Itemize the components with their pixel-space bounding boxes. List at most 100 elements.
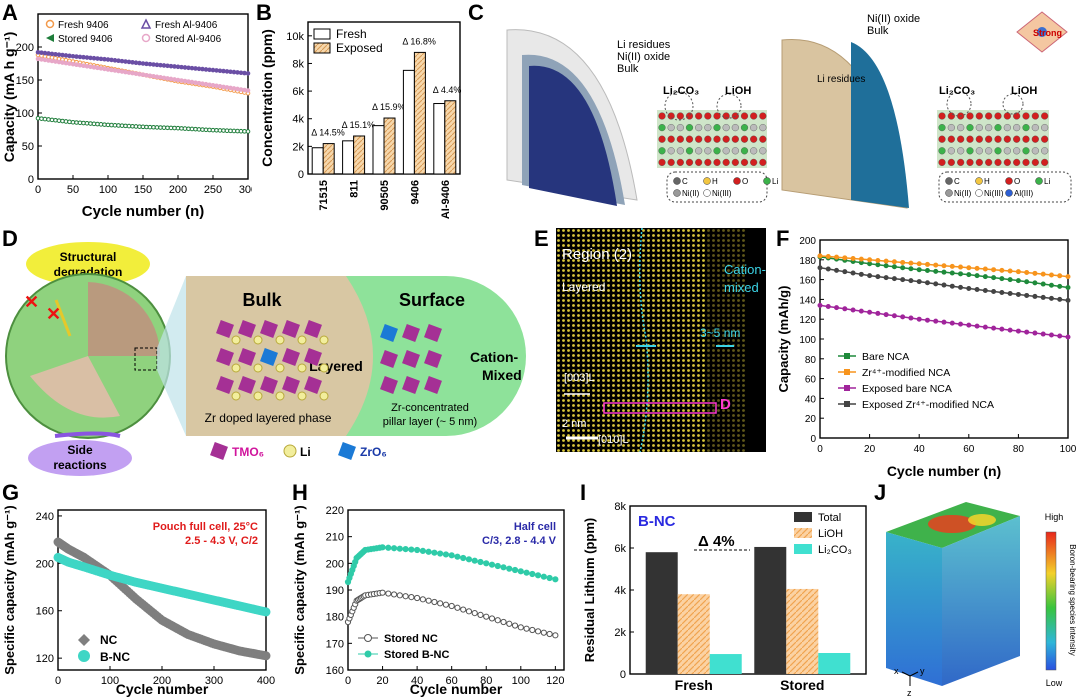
data-point: [900, 259, 906, 265]
lattice-atom: [966, 158, 974, 167]
strong-label: Strong: [1033, 28, 1062, 38]
data-point: [147, 73, 153, 79]
bar-exposed: [413, 51, 426, 175]
data-point: [390, 545, 398, 552]
y-tick-label: 0: [298, 169, 304, 181]
data-point: [140, 72, 146, 78]
lattice-atom: [966, 123, 974, 132]
delta-annotation: Δ 15.1%: [342, 120, 376, 130]
lattice-atom: [759, 135, 767, 143]
cross-icon: ✕: [46, 304, 61, 324]
data-point: [483, 560, 490, 567]
lattice-atom: [957, 147, 965, 155]
y-tick-label: 100: [16, 108, 34, 120]
data-point: [448, 602, 455, 610]
data-point: [454, 553, 461, 560]
lattice-atom: [985, 123, 993, 132]
y-tick-label: 200: [799, 236, 816, 247]
data-point: [999, 276, 1005, 282]
data-point: [74, 62, 79, 67]
data-point: [552, 576, 559, 583]
legend-marker: [45, 19, 55, 29]
legend-swatch: [794, 512, 812, 522]
data-point: [67, 61, 72, 66]
bar-exposed: [322, 143, 335, 175]
axis-z-label: z: [907, 688, 912, 698]
data-point: [144, 72, 149, 78]
exposed-particle-illustration: [781, 38, 909, 209]
legend: Total LiOH Li₂CO₃: [794, 512, 852, 556]
data-point: [982, 324, 988, 330]
series: [817, 253, 1071, 340]
lattice-atom: [695, 158, 703, 167]
x-tick-label: Fresh: [675, 677, 713, 693]
data-point: [1048, 272, 1054, 278]
data-point: [1057, 333, 1063, 339]
data-point: [1007, 268, 1013, 274]
data-point: [540, 629, 547, 636]
data-point: [454, 604, 461, 611]
legend: Fresh 9406 Fresh Al-9406 Stored 9406 Sto…: [45, 18, 222, 45]
y-tick-label: 20: [805, 414, 817, 425]
data-point: [817, 302, 823, 308]
strong-bond-inset: [1016, 11, 1068, 53]
data-point: [958, 284, 964, 290]
data-point: [982, 287, 988, 293]
annotation-voltage: C/3, 2.8 - 4.4 V: [482, 535, 557, 547]
data-point: [958, 271, 964, 277]
li-atom: [319, 363, 329, 373]
lattice-atom: [966, 112, 974, 120]
legend-marker: [140, 18, 152, 29]
lattice-atom: [1022, 158, 1030, 167]
data-point: [494, 617, 501, 624]
lattice-atom: [1041, 112, 1049, 120]
data-point: [883, 312, 889, 318]
y-tick-label: 4k: [614, 585, 626, 597]
data-point: [130, 70, 135, 76]
atom-legend-dot: [975, 189, 983, 197]
y-tick-label: 190: [326, 585, 344, 597]
panel-label-a: A: [2, 0, 18, 25]
lattice-atom: [731, 123, 739, 132]
data-point: [238, 87, 244, 92]
data-point: [974, 265, 980, 271]
lattice-atom: [695, 147, 703, 155]
data-point: [875, 262, 881, 268]
data-point: [442, 551, 450, 558]
y-tick-label: 150: [16, 75, 34, 87]
lattice-atom: [947, 147, 955, 155]
octahedron: [216, 320, 234, 338]
x-tick-label: 400: [257, 675, 275, 687]
data-point: [175, 77, 181, 83]
data-point: [402, 546, 409, 553]
atom-legend-dot: [673, 189, 681, 197]
lattice-atom: [1041, 158, 1049, 167]
legend-label: Exposed Zr⁴⁺-modified NCA: [862, 399, 994, 411]
data-point: [396, 592, 403, 599]
data-point: [70, 61, 76, 67]
data-point: [137, 71, 142, 77]
data-point: [924, 280, 930, 286]
data-point: [437, 550, 444, 557]
lattice-atom: [994, 147, 1002, 155]
data-point: [425, 548, 432, 555]
legend-label: Fresh 9406: [58, 20, 109, 31]
cube-front-face: [886, 532, 942, 686]
x-tick-label: 0: [35, 184, 41, 196]
data-point: [84, 63, 90, 69]
atom-legend-dot: [945, 177, 953, 185]
bar-0: [754, 546, 787, 674]
data-point: [900, 277, 906, 283]
data-point: [172, 77, 177, 82]
lattice-atom: [947, 123, 955, 132]
data-point: [875, 257, 881, 263]
lattice-atom: [1022, 123, 1030, 132]
bar-fresh: [402, 69, 415, 175]
data-point: [825, 303, 831, 309]
data-point: [471, 610, 478, 617]
legend-marker: [844, 369, 850, 375]
legend-label: Exposed bare NCA: [862, 383, 952, 395]
lattice-atom: [658, 158, 666, 167]
lattice-image: [556, 228, 766, 452]
data-point: [1048, 332, 1054, 338]
